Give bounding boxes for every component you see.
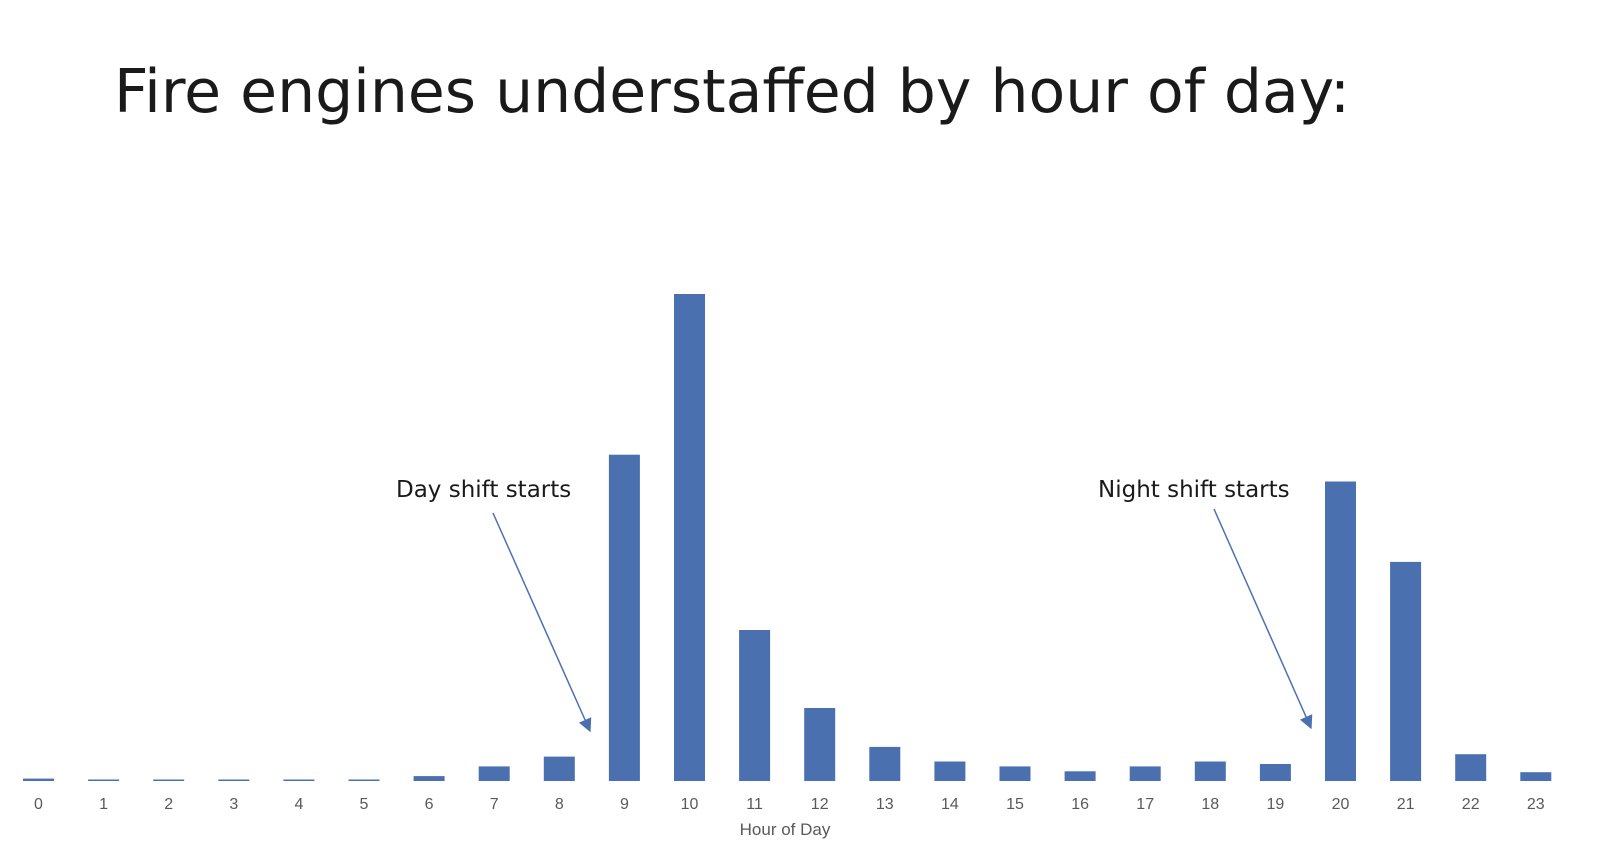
x-tick-label: 11 bbox=[746, 796, 763, 813]
bar-hour-3 bbox=[218, 779, 250, 781]
annotation-arrow bbox=[492, 512, 592, 733]
x-tick-label: 8 bbox=[555, 796, 564, 813]
x-tick-label: 10 bbox=[681, 796, 699, 813]
x-tick-label: 2 bbox=[164, 796, 173, 813]
bar-hour-7 bbox=[478, 766, 510, 781]
bar-hour-15 bbox=[999, 766, 1031, 781]
bar-hour-10 bbox=[674, 294, 705, 781]
annotations: Day shift starts Night shift starts bbox=[396, 477, 1313, 733]
bar-hour-17 bbox=[1129, 766, 1161, 781]
bar-hour-12 bbox=[804, 708, 836, 781]
bar-hour-8 bbox=[543, 756, 575, 781]
x-tick-label: 0 bbox=[34, 796, 43, 813]
annotation-label: Day shift starts bbox=[396, 477, 571, 503]
bar-hour-2 bbox=[153, 779, 185, 781]
x-tick-label: 21 bbox=[1397, 796, 1415, 813]
x-tick-label: 4 bbox=[294, 796, 303, 813]
bar-hour-0 bbox=[23, 778, 54, 781]
bar-hour-23 bbox=[1520, 772, 1552, 781]
chart-title: Fire engines understaffed by hour of day… bbox=[114, 57, 1351, 127]
x-tick-label: 20 bbox=[1332, 796, 1350, 813]
bar-hour-6 bbox=[413, 776, 445, 781]
bar-hour-13 bbox=[869, 746, 901, 781]
bar-hour-22 bbox=[1455, 754, 1487, 781]
x-tick-label: 14 bbox=[941, 796, 959, 813]
x-tick-label: 17 bbox=[1136, 796, 1154, 813]
x-tick-label: 9 bbox=[620, 796, 629, 813]
bar-hour-1 bbox=[88, 779, 120, 781]
bar-hour-19 bbox=[1259, 764, 1291, 781]
bar-hour-9 bbox=[608, 454, 640, 781]
bar-hour-11 bbox=[739, 630, 771, 781]
bars bbox=[23, 294, 1552, 781]
x-tick-label: 18 bbox=[1201, 796, 1219, 813]
x-tick-label: 16 bbox=[1071, 796, 1089, 813]
x-tick-label: 3 bbox=[229, 796, 238, 813]
annotation-label: Night shift starts bbox=[1098, 477, 1290, 503]
x-tick-label: 7 bbox=[490, 796, 499, 813]
x-tick-label: 5 bbox=[360, 796, 369, 813]
bar-hour-4 bbox=[283, 779, 315, 781]
x-tick-label: 13 bbox=[876, 796, 894, 813]
bar-hour-18 bbox=[1194, 761, 1226, 781]
x-tick-label: 6 bbox=[425, 796, 434, 813]
x-tick-label: 22 bbox=[1462, 796, 1480, 813]
x-axis-title: Hour of Day bbox=[740, 820, 831, 839]
bar-hour-21 bbox=[1390, 561, 1422, 781]
bar-hour-5 bbox=[348, 779, 380, 781]
x-tick-label: 23 bbox=[1527, 796, 1545, 813]
annotation-arrow bbox=[1213, 508, 1313, 730]
x-tick-labels: 0 1 2 3 4 5 6 7 8 9 10 11 12 13 14 15 16 17 18 19 20 21 22 23 bbox=[34, 796, 1545, 813]
bar-hour-20 bbox=[1325, 481, 1356, 781]
x-tick-label: 15 bbox=[1006, 796, 1024, 813]
x-tick-label: 1 bbox=[99, 796, 108, 813]
bar-hour-16 bbox=[1064, 771, 1096, 781]
x-tick-label: 12 bbox=[811, 796, 829, 813]
x-tick-label: 19 bbox=[1267, 796, 1285, 813]
bar-hour-14 bbox=[934, 761, 966, 781]
